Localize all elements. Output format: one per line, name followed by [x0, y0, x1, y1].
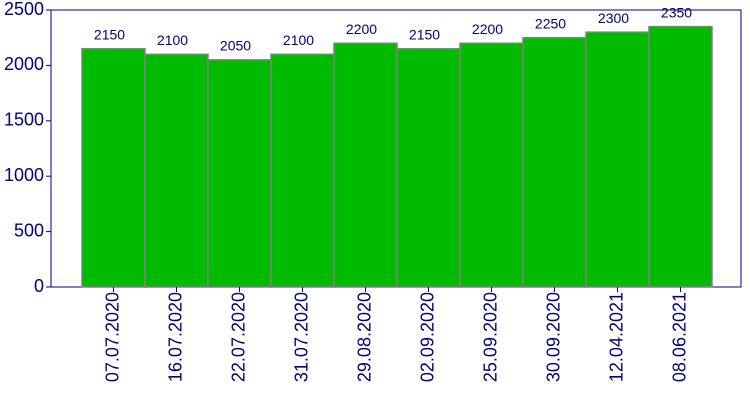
- bar: [585, 31, 650, 288]
- x-tick-label: 08.06.2021: [669, 292, 689, 382]
- value-label: 2100: [157, 32, 188, 48]
- x-tick-label: 25.09.2020: [480, 292, 500, 382]
- x-tick-label: 29.08.2020: [354, 292, 374, 382]
- value-label: 2250: [535, 15, 566, 31]
- bar: [144, 53, 209, 288]
- bar: [396, 48, 461, 288]
- y-tick-label: 1500: [4, 110, 44, 130]
- value-label: 2050: [220, 38, 251, 54]
- bar: [207, 59, 272, 288]
- value-label: 2350: [661, 4, 692, 20]
- x-tick-label: 02.09.2020: [417, 292, 437, 382]
- value-label: 2200: [346, 21, 377, 37]
- y-tick-label: 500: [14, 220, 44, 240]
- y-tick-label: 2000: [4, 54, 44, 74]
- value-label: 2200: [472, 21, 503, 37]
- value-label: 2150: [94, 26, 125, 42]
- y-tick-label: 1000: [4, 165, 44, 185]
- value-label: 2100: [283, 32, 314, 48]
- x-tick-label: 22.07.2020: [228, 292, 248, 382]
- x-tick-label: 30.09.2020: [543, 292, 563, 382]
- bar: [648, 25, 713, 288]
- x-tick-label: 07.07.2020: [102, 292, 122, 382]
- x-tick-label: 16.07.2020: [165, 292, 185, 382]
- x-tick-label: 12.04.2021: [606, 292, 626, 382]
- value-label: 2150: [409, 26, 440, 42]
- bar: [522, 36, 587, 288]
- bar: [81, 48, 146, 288]
- y-tick-label: 0: [34, 276, 44, 296]
- bar: [459, 42, 524, 288]
- value-label: 2300: [598, 10, 629, 26]
- bar: [333, 42, 398, 288]
- y-tick-label: 2500: [4, 0, 44, 19]
- bar: [270, 53, 335, 288]
- x-tick-label: 31.07.2020: [291, 292, 311, 382]
